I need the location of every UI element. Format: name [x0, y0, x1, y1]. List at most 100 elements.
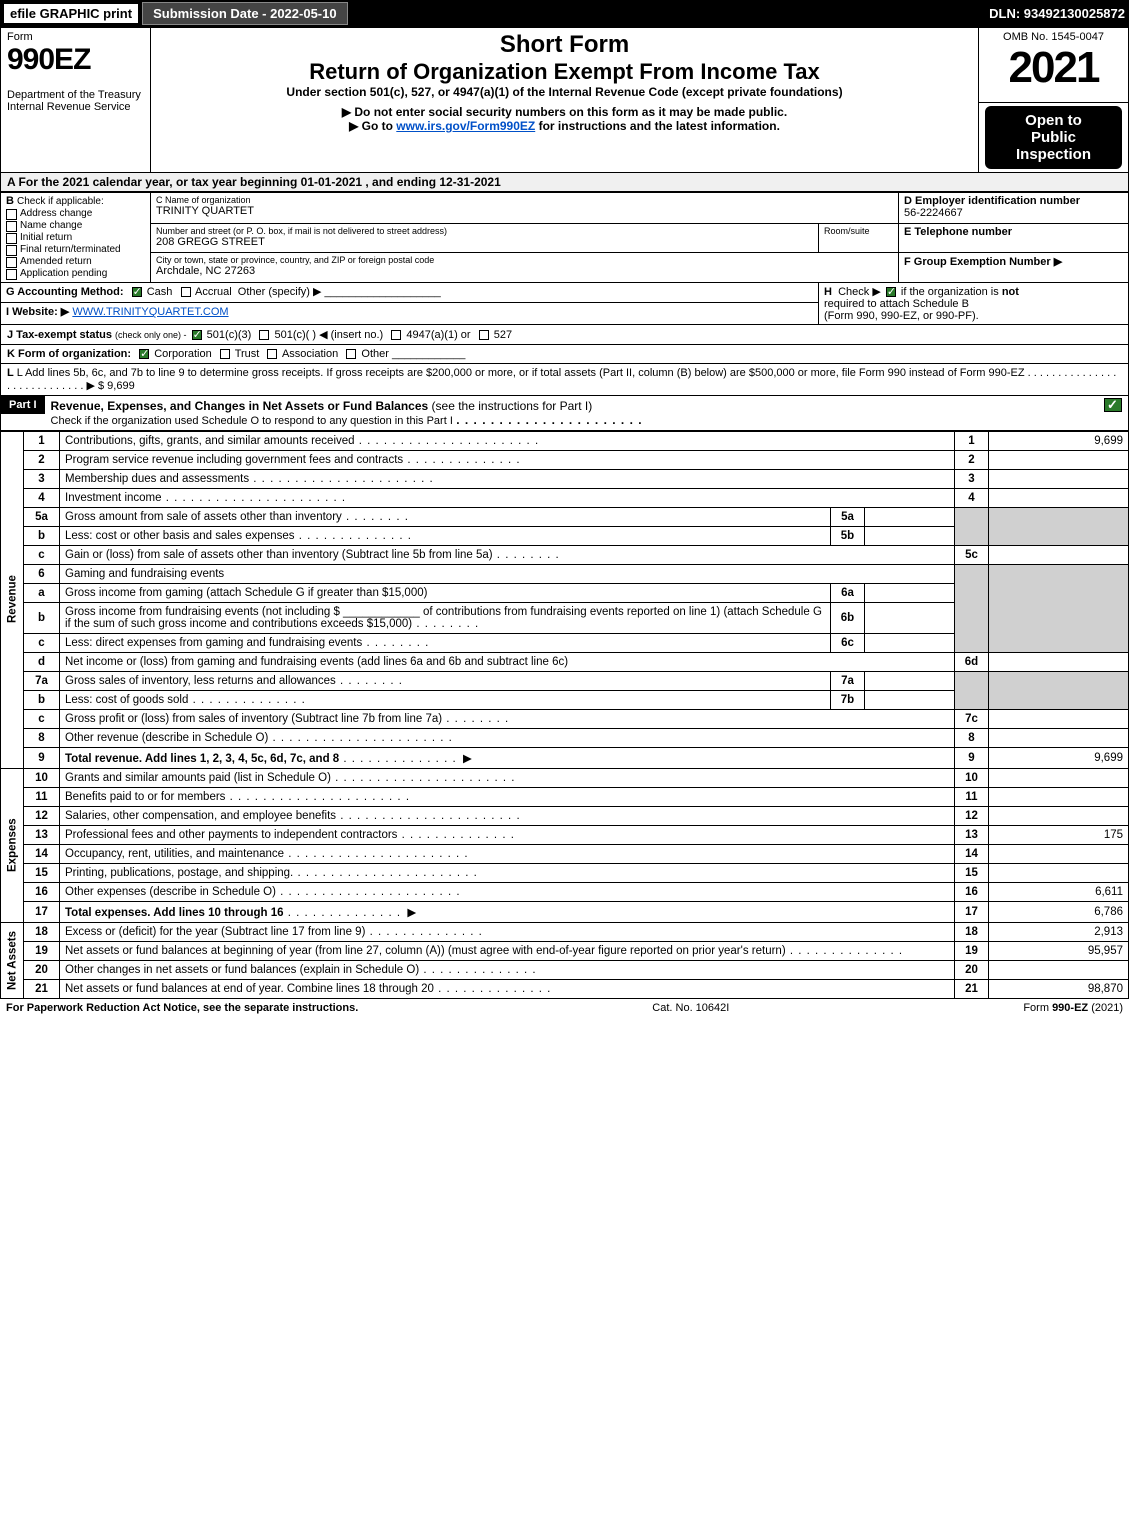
l-text: L Add lines 5b, 6c, and 7b to line 9 to …: [17, 367, 1025, 379]
l7b-num: b: [24, 690, 60, 709]
chk-assoc[interactable]: [267, 349, 277, 359]
l6d-boxnum: 6d: [955, 652, 989, 671]
l18-val: 2,913: [989, 922, 1129, 941]
open-to-public: Open to Public Inspection: [985, 106, 1122, 169]
chk-527[interactable]: [479, 330, 489, 340]
footer-right-bold: 990-EZ: [1052, 1002, 1088, 1014]
chk-application-pending[interactable]: Application pending: [6, 268, 145, 279]
k-o2: Trust: [235, 348, 260, 360]
l18-num: 18: [24, 922, 60, 941]
return-title: Return of Organization Exempt From Incom…: [157, 59, 972, 85]
l9-val: 9,699: [989, 747, 1129, 768]
chk-cash[interactable]: [132, 287, 142, 297]
chk-name-change[interactable]: Name change: [6, 220, 145, 231]
chk-initial-return[interactable]: Initial return: [6, 232, 145, 243]
l11-num: 11: [24, 787, 60, 806]
l5a-sub: 5a: [831, 507, 865, 526]
chk-4947[interactable]: [391, 330, 401, 340]
j-o2: 501(c)( ) ◀ (insert no.): [274, 329, 383, 341]
l5a-desc: Gross amount from sale of assets other t…: [65, 511, 342, 523]
chk-accrual[interactable]: [181, 287, 191, 297]
l5b-subval: [865, 526, 955, 545]
l7-shade-val: [989, 671, 1129, 709]
accrual-label: Accrual: [195, 286, 232, 298]
line-j: J Tax-exempt status (check only one) - 5…: [0, 325, 1129, 345]
line-h-label: H: [824, 286, 832, 298]
form-header: Form 990EZ Department of the Treasury In…: [0, 27, 1129, 173]
short-form-title: Short Form: [157, 31, 972, 59]
l1-val: 9,699: [989, 431, 1129, 450]
open2: Public: [1031, 129, 1076, 146]
l6c-subval: [865, 633, 955, 652]
omb-number: OMB No. 1545-0047: [985, 31, 1122, 43]
chk-schedule-o[interactable]: [1104, 398, 1122, 412]
chk-501c[interactable]: [259, 330, 269, 340]
city-label: City or town, state or province, country…: [156, 255, 893, 265]
l6a-subval: [865, 583, 955, 602]
addr-value: 208 GREGG STREET: [156, 236, 265, 248]
line-l: L L Add lines 5b, 6c, and 7b to line 9 t…: [0, 364, 1129, 396]
l11-val: [989, 787, 1129, 806]
h-text3: not: [1002, 286, 1019, 298]
l2-num: 2: [24, 450, 60, 469]
line-g-h: G Accounting Method: Cash Accrual Other …: [0, 283, 1129, 325]
chk-address-change[interactable]: Address change: [6, 208, 145, 219]
l3-num: 3: [24, 469, 60, 488]
part1-label: Part I: [1, 396, 45, 414]
l5c-desc: Gain or (loss) from sale of assets other…: [65, 549, 493, 561]
l6c-num: c: [24, 633, 60, 652]
part1-header-row: Part I Revenue, Expenses, and Changes in…: [0, 396, 1129, 431]
dln-label: DLN: 93492130025872: [989, 6, 1125, 21]
l10-val: [989, 768, 1129, 787]
chk-other-org[interactable]: [346, 349, 356, 359]
section-b-subtitle: Check if applicable:: [17, 196, 104, 207]
l17-boxnum: 17: [955, 901, 989, 922]
l-value: $ 9,699: [98, 380, 135, 392]
chk-schedule-b[interactable]: [886, 287, 896, 297]
l14-num: 14: [24, 844, 60, 863]
l15-val: [989, 863, 1129, 882]
l4-val: [989, 488, 1129, 507]
revenue-section-label: Revenue: [1, 431, 24, 768]
l16-val: 6,611: [989, 882, 1129, 901]
irs-link[interactable]: www.irs.gov/Form990EZ: [396, 119, 535, 133]
footer-center: Cat. No. 10642I: [652, 1002, 729, 1014]
chk-final-return[interactable]: Final return/terminated: [6, 244, 145, 255]
city-value: Archdale, NC 27263: [156, 265, 255, 277]
l12-num: 12: [24, 806, 60, 825]
l8-boxnum: 8: [955, 728, 989, 747]
l8-val: [989, 728, 1129, 747]
l17-val: 6,786: [989, 901, 1129, 922]
l7a-sub: 7a: [831, 671, 865, 690]
l6b-num: b: [24, 602, 60, 633]
chk-501c3[interactable]: [192, 330, 202, 340]
l21-val: 98,870: [989, 979, 1129, 998]
l5a-subval: [865, 507, 955, 526]
page-footer: For Paperwork Reduction Act Notice, see …: [0, 999, 1129, 1017]
l7-shade: [955, 671, 989, 709]
website-link[interactable]: WWW.TRINITYQUARTET.COM: [72, 306, 228, 318]
l1-num: 1: [24, 431, 60, 450]
chk-amended-return[interactable]: Amended return: [6, 256, 145, 267]
l1-desc: Contributions, gifts, grants, and simila…: [65, 435, 355, 447]
footer-right-post: (2021): [1088, 1002, 1123, 1014]
l20-boxnum: 20: [955, 960, 989, 979]
l7b-desc: Less: cost of goods sold: [65, 694, 188, 706]
l2-boxnum: 2: [955, 450, 989, 469]
l5a-num: 5a: [24, 507, 60, 526]
chk-corp[interactable]: [139, 349, 149, 359]
chk-trust[interactable]: [220, 349, 230, 359]
l11-desc: Benefits paid to or for members: [65, 791, 225, 803]
l6-shade-val: [989, 564, 1129, 652]
l7c-desc: Gross profit or (loss) from sales of inv…: [65, 713, 442, 725]
j-sub: (check only one) -: [115, 330, 187, 340]
l6a-sub: 6a: [831, 583, 865, 602]
h-text2: if the organization is: [901, 286, 999, 298]
l6c-desc: Less: direct expenses from gaming and fu…: [65, 637, 362, 649]
l5b-desc: Less: cost or other basis and sales expe…: [65, 530, 295, 542]
cash-label: Cash: [147, 286, 173, 298]
l6-shade: [955, 564, 989, 652]
l7c-boxnum: 7c: [955, 709, 989, 728]
website-label: I Website: ▶: [6, 306, 69, 318]
l7b-sub: 7b: [831, 690, 865, 709]
